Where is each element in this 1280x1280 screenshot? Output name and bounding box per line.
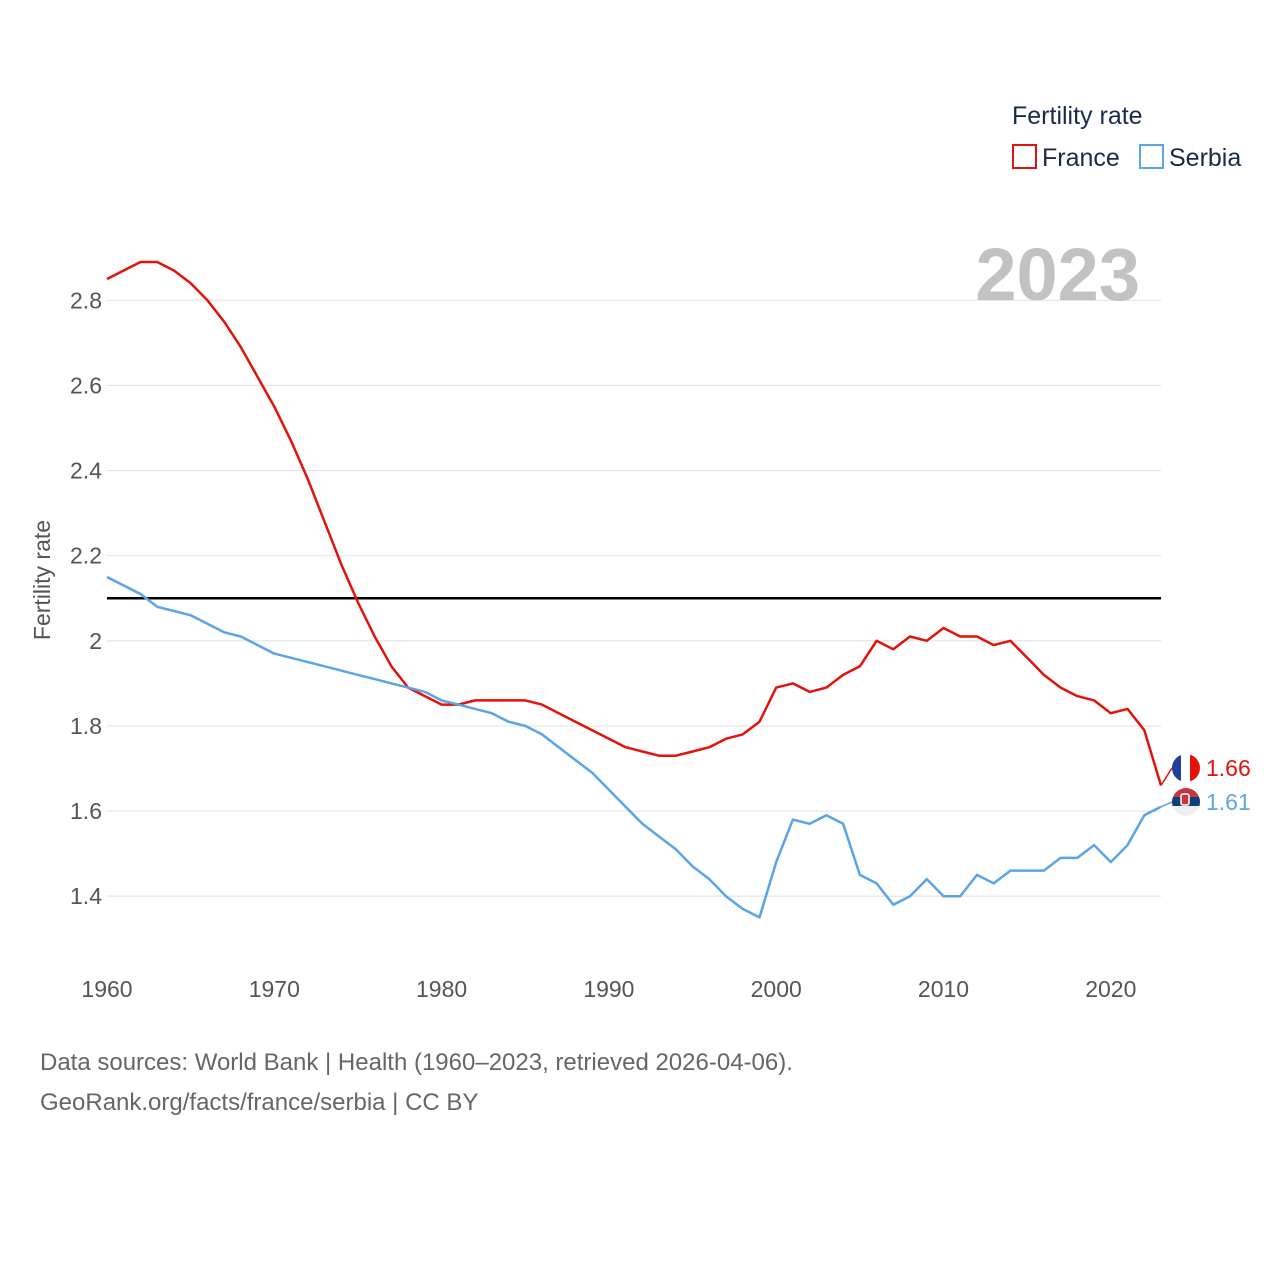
- y-tick-label: 2.2: [70, 543, 102, 569]
- y-tick-label: 2.6: [70, 372, 102, 398]
- source-line-2[interactable]: GeoRank.org/facts/france/serbia | CC BY: [40, 1089, 479, 1116]
- grid-lines: [107, 299, 1161, 897]
- x-tick-label: 2010: [918, 976, 969, 1002]
- series-lines: [106, 260, 1173, 919]
- x-axis-ticks: 1960 1970 1980 1990 2000 2010 2020: [81, 976, 1136, 1002]
- x-tick-label: 1980: [416, 976, 467, 1002]
- legend-swatch-serbia: [1139, 144, 1164, 169]
- y-tick-label: 2: [89, 628, 102, 654]
- source-note: Data sources: World Bank | Health (1960–…: [40, 1043, 793, 1123]
- source-line-1: Data sources: World Bank | Health (1960–…: [40, 1049, 793, 1076]
- y-axis-title: Fertility rate: [29, 520, 55, 640]
- legend-title: Fertility rate: [1012, 102, 1143, 130]
- legend-item-france[interactable]: France: [1012, 144, 1120, 172]
- x-tick-label: 2020: [1085, 976, 1136, 1002]
- x-tick-label: 1960: [81, 976, 132, 1002]
- y-tick-label: 1.6: [70, 798, 102, 824]
- series-end-connector: [1160, 767, 1173, 786]
- serbia-flag-icon: [1172, 788, 1200, 816]
- x-tick-label: 2000: [751, 976, 802, 1002]
- series-end-connector: [1160, 801, 1173, 808]
- serbia-end-value-label: 1.61: [1206, 789, 1251, 815]
- y-axis-ticks: 1.4 1.6 1.8 2 2.2 2.4 2.6 2.8: [70, 287, 102, 909]
- y-tick-label: 1.8: [70, 713, 102, 739]
- france-flag-icon: [1172, 754, 1200, 782]
- y-tick-label: 2.4: [70, 458, 102, 484]
- series-line-serbia[interactable]: [106, 575, 1162, 919]
- current-year-label: 2023: [975, 233, 1140, 316]
- x-tick-label: 1970: [249, 976, 300, 1002]
- y-tick-label: 2.8: [70, 287, 102, 313]
- legend-item-serbia[interactable]: Serbia: [1139, 144, 1241, 172]
- legend: Fertility rate France Serbia: [1012, 102, 1241, 172]
- x-tick-label: 1990: [583, 976, 634, 1002]
- series-line-france[interactable]: [106, 260, 1163, 786]
- legend-swatch-france: [1012, 144, 1037, 169]
- france-end-value-label: 1.66: [1206, 755, 1251, 781]
- y-tick-label: 1.4: [70, 883, 102, 909]
- legend-label-serbia: Serbia: [1169, 144, 1241, 172]
- legend-label-france: France: [1042, 144, 1120, 172]
